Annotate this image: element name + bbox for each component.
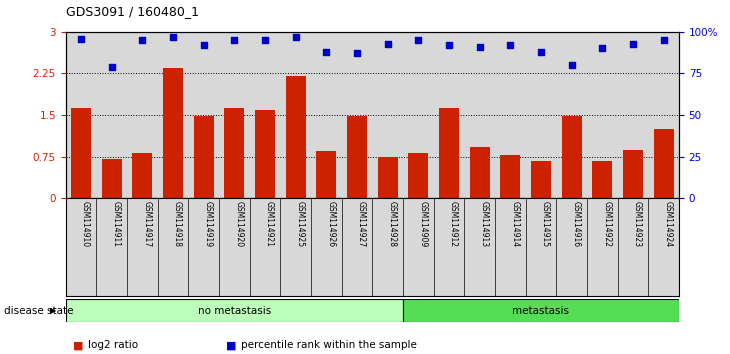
Text: ■: ■ xyxy=(226,341,237,350)
Bar xyxy=(66,299,403,322)
Text: GSM114921: GSM114921 xyxy=(265,201,274,247)
Text: GSM114912: GSM114912 xyxy=(449,201,458,247)
Bar xyxy=(623,150,643,198)
Bar xyxy=(653,129,674,198)
Text: GSM114909: GSM114909 xyxy=(418,201,427,247)
Point xyxy=(351,51,363,56)
Point xyxy=(198,42,210,48)
Point xyxy=(382,41,393,46)
Text: metastasis: metastasis xyxy=(512,306,569,316)
Text: log2 ratio: log2 ratio xyxy=(88,341,138,350)
Point xyxy=(658,38,669,43)
Bar xyxy=(469,147,490,198)
Point xyxy=(535,49,547,55)
Text: GSM114920: GSM114920 xyxy=(234,201,243,247)
Bar xyxy=(71,108,91,198)
Text: GSM114914: GSM114914 xyxy=(510,201,519,247)
Text: GSM114925: GSM114925 xyxy=(296,201,304,247)
Text: no metastasis: no metastasis xyxy=(198,306,271,316)
Bar xyxy=(285,76,306,198)
Bar xyxy=(408,153,429,198)
Bar xyxy=(255,109,275,198)
Point xyxy=(137,38,148,43)
Text: GSM114911: GSM114911 xyxy=(112,201,120,247)
Bar xyxy=(193,116,214,198)
Bar xyxy=(531,160,551,198)
Text: GSM114928: GSM114928 xyxy=(388,201,396,247)
Text: ▶: ▶ xyxy=(50,306,56,315)
Bar xyxy=(224,108,245,198)
Text: GSM114919: GSM114919 xyxy=(204,201,212,247)
Point xyxy=(566,62,577,68)
Bar xyxy=(592,160,612,198)
Point xyxy=(75,36,87,41)
Point xyxy=(106,64,118,70)
Text: GSM114913: GSM114913 xyxy=(480,201,488,247)
Text: GSM114918: GSM114918 xyxy=(173,201,182,247)
Point xyxy=(259,38,271,43)
Point xyxy=(167,34,179,40)
Point xyxy=(627,41,639,46)
Bar xyxy=(347,116,367,198)
Bar xyxy=(403,299,679,322)
Text: GDS3091 / 160480_1: GDS3091 / 160480_1 xyxy=(66,5,199,18)
Text: GSM114926: GSM114926 xyxy=(326,201,335,247)
Text: percentile rank within the sample: percentile rank within the sample xyxy=(241,341,417,350)
Bar xyxy=(163,68,183,198)
Bar xyxy=(101,159,122,198)
Text: GSM114916: GSM114916 xyxy=(572,201,580,247)
Text: GSM114910: GSM114910 xyxy=(81,201,90,247)
Point xyxy=(412,38,424,43)
Point xyxy=(320,49,332,55)
Point xyxy=(290,34,301,40)
Point xyxy=(504,42,516,48)
Text: disease state: disease state xyxy=(4,306,73,316)
Text: GSM114923: GSM114923 xyxy=(633,201,642,247)
Text: ■: ■ xyxy=(73,341,83,350)
Bar xyxy=(561,116,582,198)
Text: GSM114917: GSM114917 xyxy=(142,201,151,247)
Text: GSM114927: GSM114927 xyxy=(357,201,366,247)
Bar xyxy=(316,151,337,198)
Text: GSM114924: GSM114924 xyxy=(664,201,672,247)
Text: GSM114915: GSM114915 xyxy=(541,201,550,247)
Point xyxy=(443,42,455,48)
Point xyxy=(596,46,608,51)
Point xyxy=(228,38,240,43)
Bar xyxy=(377,156,398,198)
Point xyxy=(474,44,485,50)
Bar xyxy=(439,108,459,198)
Text: GSM114922: GSM114922 xyxy=(602,201,611,247)
Bar xyxy=(132,153,153,198)
Bar xyxy=(500,155,520,198)
